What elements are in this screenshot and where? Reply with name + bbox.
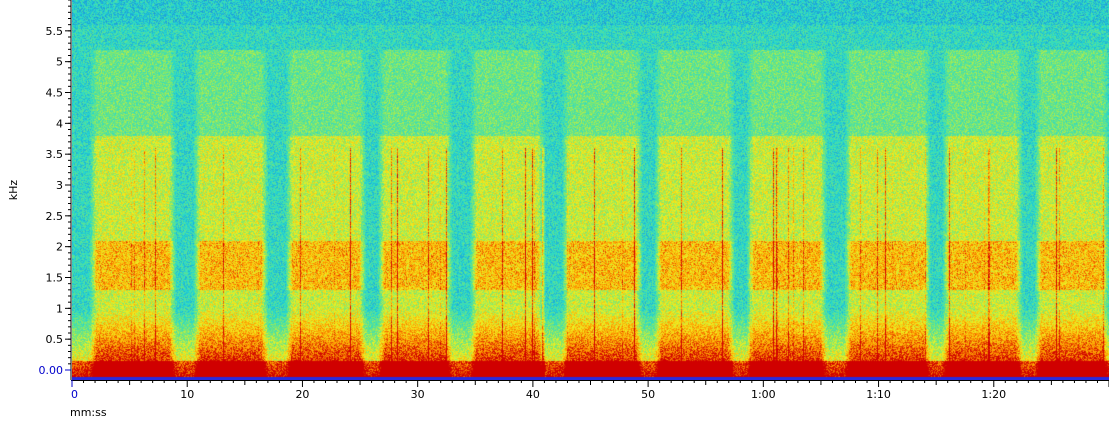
x-tick-label: 1:10: [866, 388, 891, 401]
x-tick-label: 1:20: [981, 388, 1006, 401]
x-axis: 0 10 20 30 40 50 1:00 1:10 1:20: [71, 380, 1109, 401]
y-tick-label: 3: [56, 179, 63, 192]
y-tick-label: 4.5: [46, 87, 64, 100]
y-tick-label: 2.5: [46, 210, 64, 223]
y-axis-label: kHz: [7, 180, 20, 201]
x-tick-label: 20: [295, 388, 309, 401]
y-tick-label: 1.5: [46, 272, 64, 285]
y-tick-label: 2: [56, 241, 63, 254]
x-tick-label: 40: [526, 388, 540, 401]
y-tick-label: 5.5: [46, 25, 64, 38]
y-tick-label: 1: [56, 302, 63, 315]
y-tick-label: 0.00: [39, 364, 64, 377]
x-tick-label: 30: [411, 388, 425, 401]
y-tick-label: 3.5: [46, 148, 64, 161]
y-tick-label: 4: [56, 117, 63, 130]
x-tick-label: 1:00: [751, 388, 776, 401]
x-tick-label: 10: [180, 388, 194, 401]
y-tick-label: 5: [56, 56, 63, 69]
x-tick-label: 50: [641, 388, 655, 401]
y-axis: 0.00 0.5 1 1.5 2 2.5 3 3.5 4 4.5 5 5.5: [39, 0, 72, 380]
x-tick-label: 0: [71, 388, 78, 401]
spectrogram-image: [72, 0, 1109, 380]
x-axis-label: mm:ss: [70, 406, 107, 419]
y-tick-label: 0.5: [46, 333, 64, 346]
plot-area: [72, 0, 1109, 380]
